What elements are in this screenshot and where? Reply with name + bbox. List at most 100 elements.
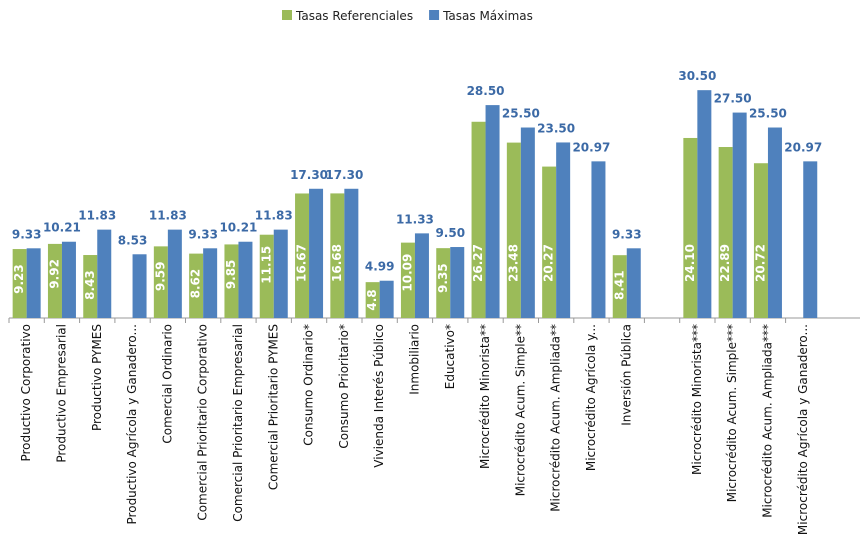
bar	[365, 282, 380, 318]
x-tick-label: Microcrédito Acum. Ampliada***	[760, 324, 774, 518]
value-label: 9.33	[188, 227, 218, 241]
x-tick-label: Consumo Prioritario*	[337, 324, 351, 449]
bar	[330, 193, 345, 318]
bar	[309, 188, 324, 318]
value-label: 9.50	[435, 226, 465, 240]
value-label: 25.50	[749, 107, 787, 121]
bar	[520, 127, 535, 318]
value-label: 16.67	[295, 244, 309, 282]
bar	[132, 254, 147, 318]
bar	[400, 242, 415, 318]
bar	[542, 166, 557, 318]
value-label: 23.50	[537, 121, 575, 135]
bar	[167, 229, 182, 318]
value-label: 30.50	[678, 69, 716, 83]
value-label: 20.97	[784, 140, 822, 154]
bar	[26, 248, 41, 318]
value-label: 25.50	[502, 107, 540, 121]
bar	[612, 255, 627, 318]
bar	[189, 253, 204, 318]
value-label: 9.33	[612, 227, 642, 241]
value-label: 9.59	[153, 262, 167, 292]
bar	[803, 161, 818, 318]
value-label: 10.21	[43, 221, 81, 235]
value-label: 22.89	[718, 244, 732, 282]
legend-swatch	[429, 10, 440, 20]
x-tick-label: Comercial Prioritario Empresarial	[231, 324, 245, 522]
value-label: 11.15	[259, 246, 273, 284]
legend-label: Tasas Referenciales	[295, 9, 413, 23]
bar	[238, 241, 253, 318]
x-tick-label: Productivo Corporativo	[19, 324, 33, 462]
x-tick-label: Inversión Pública	[619, 324, 633, 426]
bar	[61, 241, 76, 318]
x-tick-label: Productivo PYMES	[90, 324, 104, 431]
value-label: 17.30	[325, 168, 363, 182]
value-label: 9.85	[224, 260, 238, 290]
bar	[47, 243, 62, 318]
value-label: 8.53	[118, 233, 148, 247]
bar	[12, 249, 27, 318]
x-tick-label: Microcrédito Acum. Ampliada**	[549, 324, 563, 512]
bar	[556, 142, 571, 318]
bar	[753, 163, 768, 318]
legend-swatch	[282, 10, 292, 20]
x-tick-label: Comercial Prioritario Corporativo	[196, 324, 210, 521]
value-label: 9.23	[12, 264, 26, 294]
value-label: 11.83	[78, 209, 116, 223]
bar	[153, 246, 168, 318]
value-label: 11.83	[255, 209, 293, 223]
x-tick-label: Comercial Prioritario PYMES	[266, 324, 280, 490]
x-tick-label: Microcrédito Minorista***	[690, 324, 704, 475]
value-label: 4.99	[365, 260, 395, 274]
x-tick-label: Productivo Empresarial	[54, 324, 68, 463]
bar	[295, 193, 310, 318]
bar	[626, 248, 641, 318]
value-label: 8.41	[612, 270, 626, 300]
bar	[379, 280, 394, 318]
value-label: 9.33	[12, 227, 42, 241]
x-tick-label: Microcrédito Minorista**	[478, 324, 492, 469]
x-tick-label: Consumo Ordinario*	[302, 324, 316, 446]
x-tick-label: Comercial Ordinario	[160, 324, 174, 444]
value-label: 10.21	[219, 221, 257, 235]
x-tick-label: Microcrédito Agrícola y...	[584, 324, 598, 471]
value-label: 11.83	[149, 209, 187, 223]
bar	[683, 137, 698, 318]
value-label: 28.50	[467, 84, 505, 98]
legend-label: Tasas Máximas	[442, 9, 533, 23]
value-label: 20.27	[542, 244, 556, 282]
x-tick-label: Vivienda Interés Público	[372, 324, 386, 468]
bar	[259, 234, 274, 318]
value-label: 10.09	[400, 254, 414, 292]
x-tick-label: Microcrédito Acum. Simple***	[725, 324, 739, 502]
bar	[506, 142, 521, 318]
bar	[732, 112, 747, 318]
value-label: 26.27	[471, 244, 485, 282]
bar	[450, 247, 465, 318]
value-label: 11.33	[396, 212, 434, 226]
value-label: 8.43	[83, 270, 97, 300]
bar	[273, 229, 288, 318]
value-label: 9.35	[436, 263, 450, 293]
bar	[224, 244, 239, 318]
bar	[697, 90, 712, 318]
bar	[718, 147, 733, 318]
bar	[97, 229, 112, 318]
bar	[436, 248, 451, 318]
x-tick-label: Productivo Agrícola y Ganadero...	[125, 324, 139, 524]
bar	[83, 255, 98, 318]
bar	[344, 188, 359, 318]
x-tick-label: Inmobiliario	[407, 324, 421, 395]
bar	[414, 233, 429, 318]
value-label: 23.48	[506, 244, 520, 282]
value-label: 16.68	[330, 244, 344, 282]
value-label: 24.10	[683, 244, 697, 282]
bar	[203, 248, 218, 318]
x-tick-label: Microcrédito Agrícola y Ganadero...	[796, 324, 810, 535]
value-label: 8.62	[189, 269, 203, 299]
bar	[591, 161, 606, 318]
bar	[471, 121, 486, 319]
x-tick-label: Microcrédito Acum. Simple**	[513, 324, 527, 496]
